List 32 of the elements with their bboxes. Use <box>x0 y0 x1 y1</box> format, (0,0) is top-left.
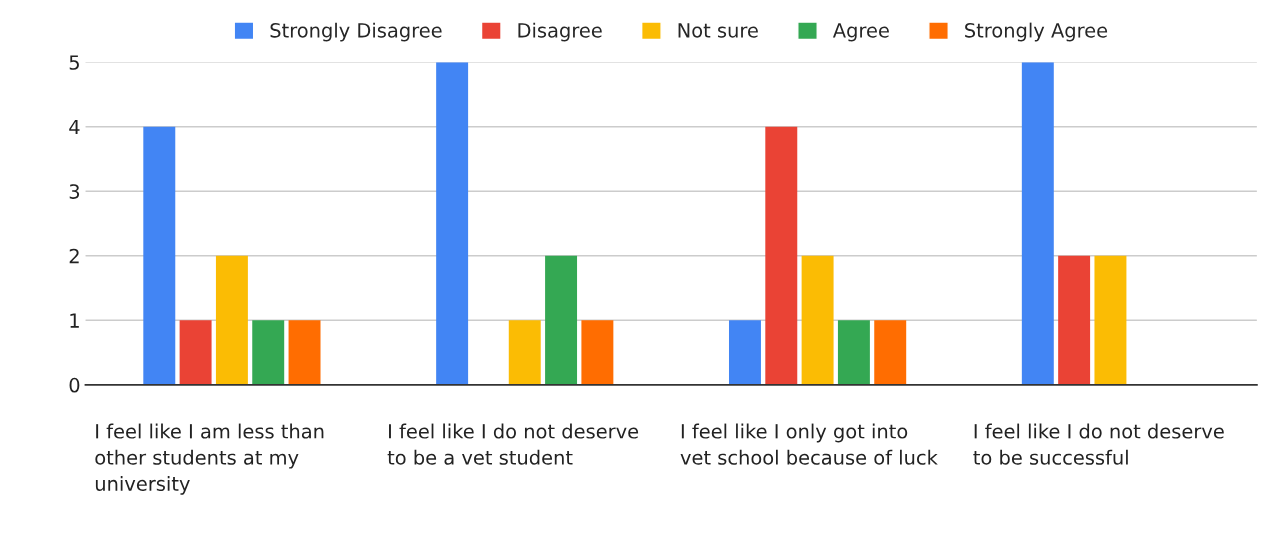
bar <box>179 320 212 385</box>
bar <box>801 255 834 385</box>
legend-label: Agree <box>832 23 889 42</box>
y-tick-label: 3 <box>69 184 80 199</box>
x-tick-label: I feel like I do not deserve to be a vet student <box>387 423 639 465</box>
bar <box>1094 255 1127 385</box>
legend-label: Strongly Disagree <box>270 22 442 42</box>
bar <box>874 320 907 385</box>
bar <box>288 320 321 385</box>
x-tick-label: I feel like I am less than other students at my university <box>95 423 324 495</box>
x-tick-label: I feel like I do not deserve to be successful <box>973 423 1224 465</box>
bar <box>765 126 798 385</box>
y-tick-label: 5 <box>69 55 79 70</box>
bar <box>545 255 578 385</box>
y-tick-label: 4 <box>69 119 80 135</box>
bar <box>1058 255 1091 385</box>
bar <box>436 62 469 385</box>
bar <box>252 320 285 385</box>
legend-label: Strongly Agree <box>965 22 1108 42</box>
y-tick-label: 1 <box>70 313 79 328</box>
bar <box>837 320 870 385</box>
y-tick-label: 0 <box>69 377 80 393</box>
bar <box>215 255 248 385</box>
legend-label: Disagree <box>518 22 602 42</box>
legend-label: Not sure <box>678 23 758 38</box>
bar <box>508 320 541 385</box>
bar <box>1021 62 1054 385</box>
bar <box>581 320 614 385</box>
bar <box>143 126 176 385</box>
bar <box>728 320 761 385</box>
y-tick-label: 2 <box>69 248 79 264</box>
x-tick-label: I feel like I only got into vet school because of luck <box>680 423 938 465</box>
